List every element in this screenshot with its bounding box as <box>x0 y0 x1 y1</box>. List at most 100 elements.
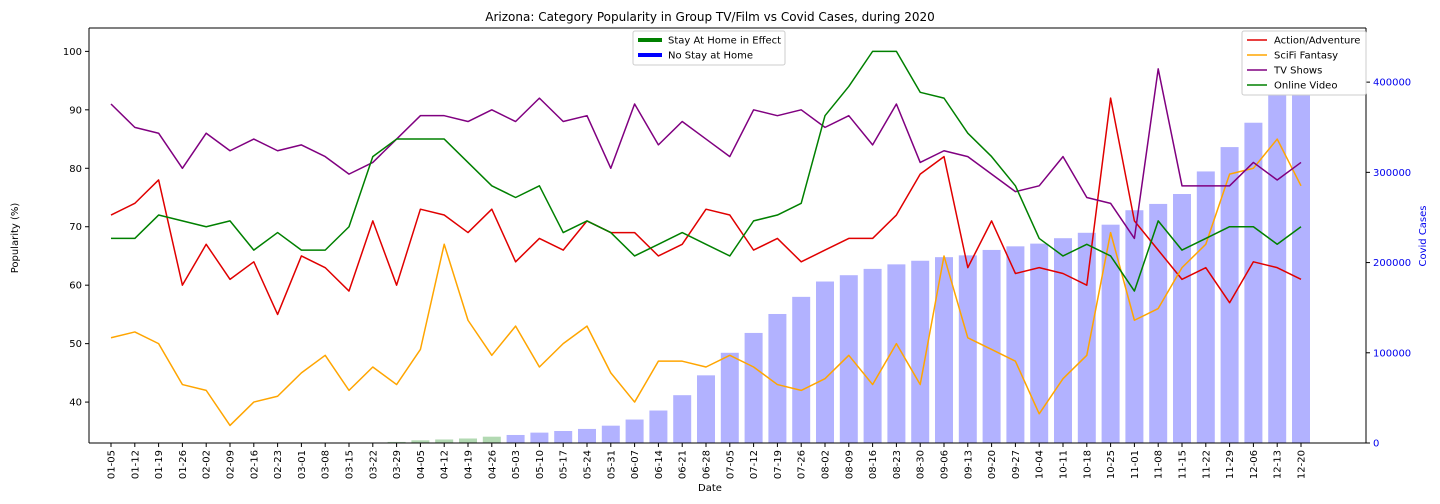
x-tick-label: 11-08 <box>1154 450 1165 479</box>
covid-bar <box>1077 232 1096 443</box>
covid-bar <box>435 439 454 443</box>
x-tick-label: 09-06 <box>940 450 951 479</box>
x-tick-label: 05-31 <box>606 450 617 479</box>
covid-bar <box>744 332 763 443</box>
x-tick-label: 11-29 <box>1225 450 1236 479</box>
x-tick-label: 11-15 <box>1178 450 1189 479</box>
covid-bar <box>720 352 739 443</box>
y-tick-label: 90 <box>69 105 82 116</box>
x-tick-label: 04-05 <box>416 450 427 479</box>
covid-bar <box>911 260 930 443</box>
x-tick-label: 08-02 <box>821 450 832 479</box>
x-tick-label: 09-20 <box>987 450 998 479</box>
x-tick-label: 04-26 <box>487 450 498 479</box>
legend-categories: Action/Adventure SciFi Fantasy TV Shows Onl… <box>1241 30 1367 96</box>
legend-label: TV Shows <box>1273 66 1322 77</box>
series-line <box>110 138 1302 427</box>
x-tick-label: 09-27 <box>1011 450 1022 479</box>
y2-tick-label: 400000 <box>1373 78 1411 89</box>
x-tick-label: 11-01 <box>1130 450 1141 479</box>
covid-bar <box>601 425 620 443</box>
covid-bar <box>935 257 953 443</box>
y-tick-label: 100 <box>63 47 82 58</box>
y2-tick-labels: 0 100000 200000 300000 400000 <box>1366 78 1411 450</box>
x-tick-label: 06-28 <box>702 450 713 479</box>
x-tick-label: 03-01 <box>297 450 308 479</box>
covid-bar <box>459 438 477 443</box>
chart-title: Arizona: Category Popularity in Group TV… <box>485 10 934 24</box>
x-tick-label: 07-05 <box>725 450 736 479</box>
y2-tick-label: 300000 <box>1373 168 1411 179</box>
x-tick-label: 05-10 <box>535 450 546 479</box>
covid-bar <box>1054 238 1072 443</box>
y-tick-label: 80 <box>69 164 82 175</box>
covid-bar <box>1006 246 1025 443</box>
covid-bar <box>768 313 787 443</box>
x-tick-label: 06-14 <box>654 450 665 479</box>
x-tick-label: 06-07 <box>630 450 641 479</box>
covid-bar <box>863 268 882 443</box>
x-tick-label: 06-21 <box>678 450 689 479</box>
covid-bar <box>506 434 525 443</box>
x-tick-label: 09-13 <box>963 450 974 479</box>
x-tick-label: 03-29 <box>392 450 403 479</box>
legend-label: SciFi Fantasy <box>1274 51 1338 62</box>
x-tick-label: 08-23 <box>892 450 903 479</box>
x-tick-label: 12-06 <box>1249 450 1260 479</box>
popularity-lines <box>110 50 1302 427</box>
legend-box <box>1241 30 1367 96</box>
covid-bar <box>1030 243 1049 443</box>
x-tick-label: 08-30 <box>916 450 927 479</box>
covid-bar <box>1173 194 1191 443</box>
covid-cases-bars <box>363 35 1310 444</box>
x-tick-label: 12-13 <box>1273 450 1284 479</box>
x-tick-label: 05-17 <box>559 450 570 479</box>
x-tick-label: 02-23 <box>273 450 284 479</box>
x-tick-label: 02-16 <box>249 450 260 479</box>
x-tick-label: 12-20 <box>1297 450 1308 479</box>
covid-bar <box>958 255 977 443</box>
covid-bar <box>530 432 549 444</box>
covid-bar <box>411 440 430 443</box>
legend-box <box>632 30 786 66</box>
x-tick-label: 01-05 <box>107 450 118 479</box>
y-tick-label: 40 <box>69 398 82 409</box>
covid-bar <box>1196 171 1215 443</box>
x-tick-label: 02-02 <box>202 450 213 479</box>
x-tick-label: 10-18 <box>1082 450 1093 479</box>
covid-bar <box>982 249 1001 443</box>
legend-label: No Stay at Home <box>668 51 753 62</box>
x-tick-label: 08-16 <box>868 450 879 479</box>
y2-axis-label: Covid Cases <box>1418 205 1429 266</box>
x-tick-label: 07-12 <box>749 450 760 479</box>
y-tick-label: 50 <box>69 339 82 350</box>
y-axis-label: Popularity (%) <box>10 203 21 274</box>
x-tick-label: 05-24 <box>583 450 594 479</box>
covid-bar <box>1125 210 1144 443</box>
covid-bar <box>482 436 501 443</box>
covid-bar <box>578 428 596 443</box>
covid-bar <box>387 441 406 443</box>
legend-label: Stay At Home in Effect <box>668 36 781 47</box>
x-tick-labels: 01-05 01-12 01-19 01-26 02-02 02-09 02-16 02-23… <box>107 443 1308 479</box>
covid-bar <box>649 410 668 443</box>
x-tick-label: 10-25 <box>1106 450 1117 479</box>
y-tick-labels: 40 50 60 70 80 90 100 <box>63 47 89 409</box>
x-tick-label: 01-26 <box>178 450 189 479</box>
covid-bar <box>887 264 906 443</box>
x-tick-label: 11-22 <box>1201 450 1212 479</box>
x-tick-label: 10-11 <box>1059 450 1070 479</box>
y-tick-label: 60 <box>69 281 82 292</box>
covid-bar <box>1244 122 1263 443</box>
covid-bar <box>1220 147 1239 443</box>
covid-bar <box>1292 35 1310 443</box>
covid-bar <box>1149 203 1168 443</box>
y2-tick-label: 0 <box>1373 439 1379 450</box>
legend-stay-at-home: Stay At Home in Effect No Stay at Home <box>632 30 786 66</box>
covid-bar <box>673 395 692 443</box>
x-tick-label: 04-19 <box>464 450 475 479</box>
y2-tick-label: 100000 <box>1373 348 1411 359</box>
series-line <box>111 50 1302 292</box>
series-line <box>110 97 1302 316</box>
covid-bar <box>792 296 811 443</box>
